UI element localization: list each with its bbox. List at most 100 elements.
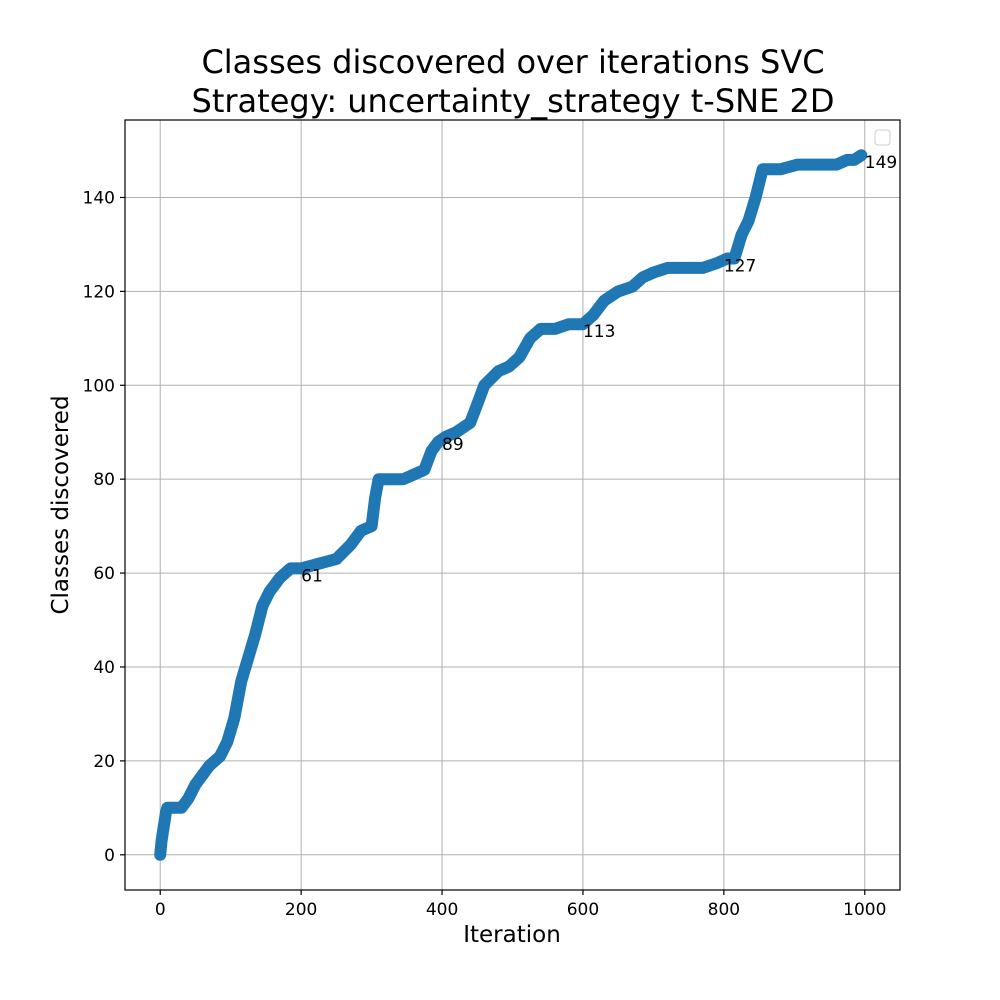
y-tick-label: 140 bbox=[83, 188, 115, 208]
data-point bbox=[722, 253, 733, 264]
data-point bbox=[243, 652, 254, 663]
data-point bbox=[810, 159, 821, 170]
x-axis-label: Iteration bbox=[463, 922, 561, 948]
x-tick-label: 400 bbox=[426, 900, 458, 920]
x-tick-label: 200 bbox=[285, 900, 317, 920]
data-point bbox=[408, 469, 419, 480]
data-point bbox=[792, 159, 803, 170]
data-point bbox=[331, 553, 342, 564]
y-axis-label: Classes discovered bbox=[48, 395, 74, 614]
data-point bbox=[743, 215, 754, 226]
data-point bbox=[356, 525, 367, 536]
data-annotation: 61 bbox=[301, 566, 323, 586]
data-point bbox=[697, 262, 708, 273]
data-point bbox=[549, 323, 560, 334]
data-point bbox=[222, 737, 233, 748]
data-annotation: 113 bbox=[583, 322, 615, 342]
data-annotation: 89 bbox=[442, 435, 464, 455]
data-point bbox=[366, 521, 377, 532]
data-point bbox=[627, 281, 638, 292]
chart-title: Classes discovered over iterations SVC bbox=[201, 43, 824, 81]
data-point bbox=[176, 802, 187, 813]
x-tick-label: 800 bbox=[708, 900, 740, 920]
data-point bbox=[204, 760, 215, 771]
data-point bbox=[761, 164, 772, 175]
y-tick-label: 100 bbox=[83, 376, 115, 396]
data-point bbox=[736, 230, 747, 241]
data-point bbox=[648, 267, 659, 278]
data-point bbox=[345, 539, 356, 550]
data-point bbox=[563, 319, 574, 330]
data-point bbox=[275, 572, 285, 583]
data-point bbox=[215, 751, 226, 762]
data-point bbox=[158, 826, 169, 837]
plot-frame bbox=[124, 119, 901, 891]
data-point bbox=[236, 676, 247, 687]
y-tick-label: 40 bbox=[93, 658, 115, 678]
data-point bbox=[503, 361, 514, 372]
data-point bbox=[472, 399, 483, 410]
data-point bbox=[229, 713, 240, 724]
data-point bbox=[190, 779, 201, 790]
data-point bbox=[257, 600, 268, 611]
data-point bbox=[183, 793, 194, 804]
data-series bbox=[154, 149, 868, 861]
data-point bbox=[680, 262, 691, 273]
data-point bbox=[849, 154, 860, 165]
data-point bbox=[750, 192, 761, 203]
data-point bbox=[711, 258, 722, 269]
grid-lines bbox=[125, 120, 900, 890]
data-point bbox=[398, 474, 409, 485]
data-point bbox=[493, 366, 504, 377]
data-point bbox=[842, 154, 853, 165]
data-point bbox=[419, 464, 430, 475]
data-point bbox=[588, 309, 599, 320]
data-point bbox=[775, 164, 786, 175]
data-point bbox=[599, 295, 610, 306]
data-point bbox=[577, 319, 588, 330]
axis-ticks: 0 200 400 600 800 1000 0 20 40 60 80 100 120 140 bbox=[83, 188, 887, 920]
data-point bbox=[159, 816, 170, 827]
data-point bbox=[162, 802, 173, 813]
data-annotations: 61 89 113 127 149 bbox=[301, 153, 897, 586]
y-tick-label: 80 bbox=[93, 470, 115, 490]
data-annotation: 127 bbox=[724, 257, 756, 277]
data-point bbox=[479, 380, 490, 391]
data-point bbox=[514, 352, 525, 363]
data-point bbox=[613, 286, 624, 297]
data-point bbox=[380, 474, 391, 485]
data-point bbox=[197, 769, 208, 780]
data-point bbox=[156, 835, 167, 846]
x-tick-label: 600 bbox=[567, 900, 599, 920]
data-point bbox=[426, 446, 437, 457]
data-point bbox=[285, 563, 296, 574]
data-point bbox=[373, 474, 384, 485]
y-tick-label: 20 bbox=[93, 752, 115, 772]
y-tick-label: 0 bbox=[104, 846, 115, 866]
legend-box bbox=[874, 129, 891, 146]
chart-subtitle: Strategy: uncertainty_strategy t-SNE 2D bbox=[192, 82, 835, 120]
y-tick-label: 120 bbox=[83, 282, 115, 302]
data-point bbox=[525, 333, 536, 344]
data-point bbox=[440, 431, 451, 442]
data-point bbox=[637, 272, 648, 283]
data-point bbox=[264, 586, 275, 597]
data-point bbox=[250, 629, 261, 640]
data-point bbox=[370, 492, 381, 503]
x-tick-label: 0 bbox=[155, 900, 166, 920]
data-point bbox=[465, 417, 476, 428]
data-point bbox=[387, 474, 398, 485]
data-point bbox=[296, 563, 307, 574]
data-point bbox=[535, 323, 546, 334]
data-point bbox=[831, 159, 842, 170]
data-point bbox=[433, 436, 444, 447]
x-tick-label: 1000 bbox=[843, 900, 886, 920]
data-point bbox=[729, 253, 740, 264]
y-tick-label: 60 bbox=[93, 564, 115, 584]
data-point bbox=[155, 849, 166, 860]
data-point bbox=[313, 558, 324, 569]
data-point bbox=[662, 262, 673, 273]
data-annotation: 149 bbox=[865, 153, 897, 173]
data-point bbox=[856, 150, 867, 161]
